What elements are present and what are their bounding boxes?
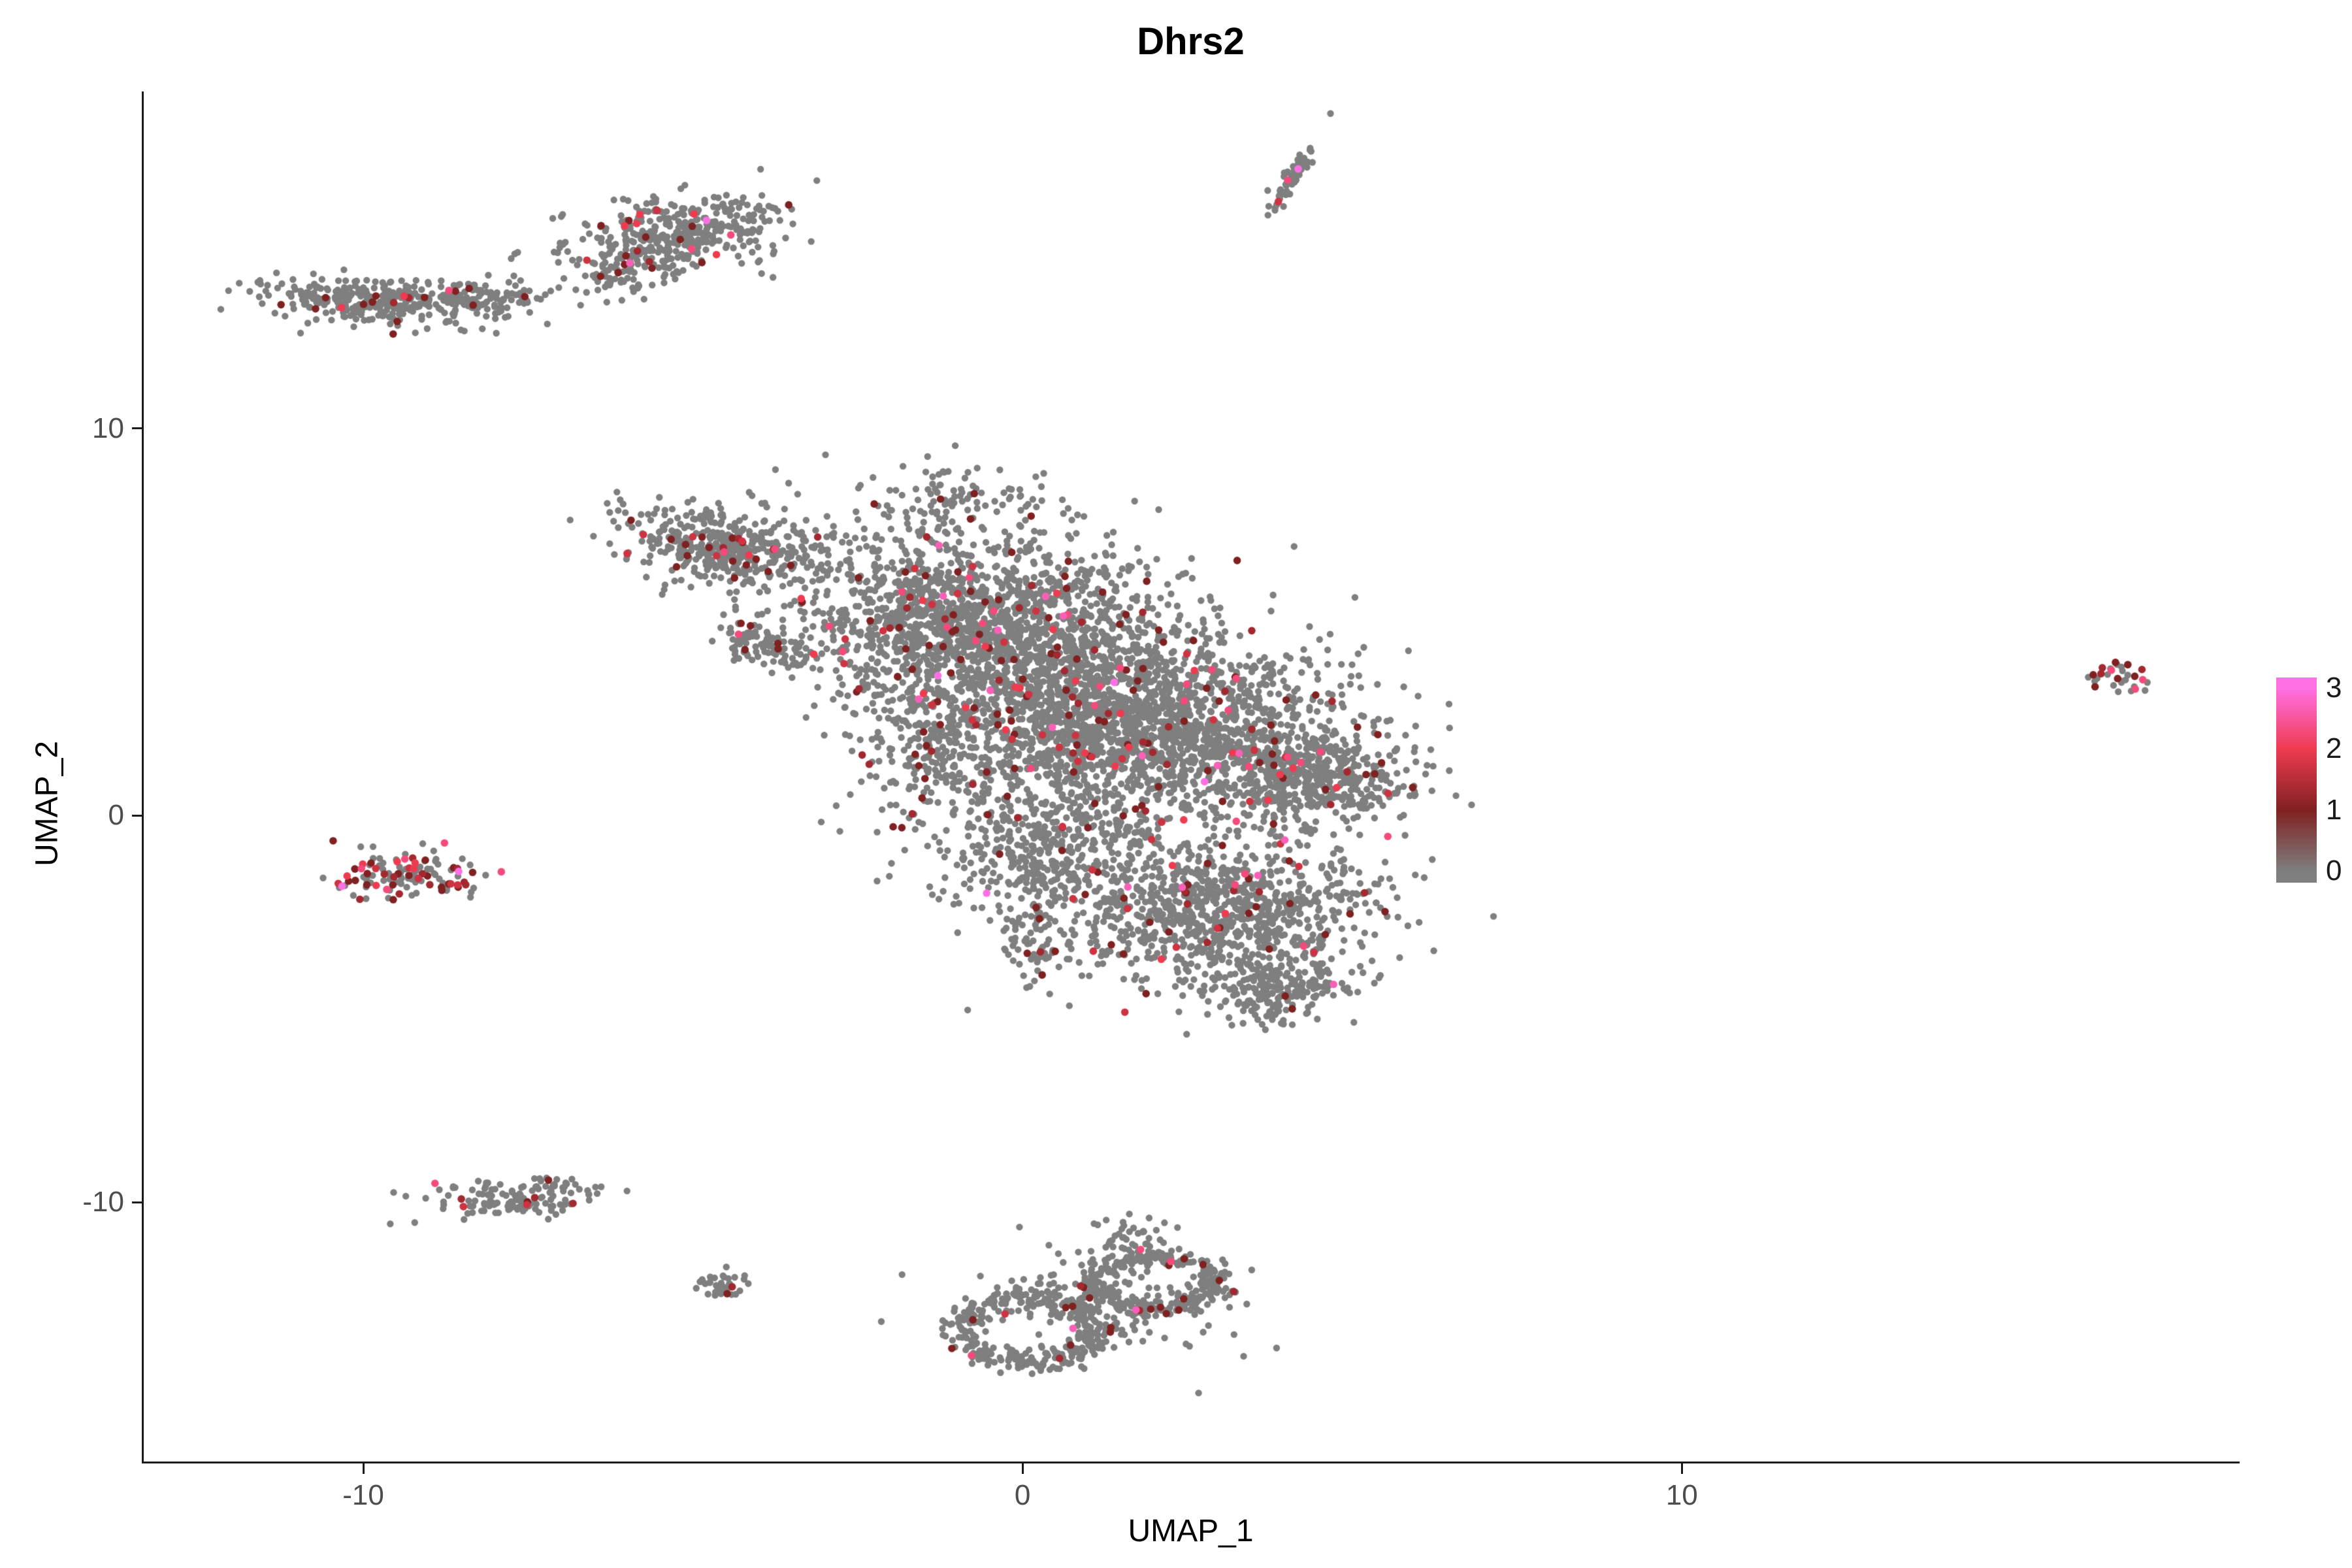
plot-title: Dhrs2 [1137, 20, 1245, 63]
x-tick-label: 10 [1665, 1479, 1698, 1511]
colorbar-tick-label: 2 [2326, 732, 2342, 765]
x-tick-label: 0 [1014, 1479, 1031, 1511]
x-tick-mark [1021, 1463, 1024, 1474]
y-axis-line [142, 91, 144, 1463]
y-tick-mark [132, 1201, 144, 1203]
x-axis-title: UMAP_1 [1128, 1514, 1254, 1548]
colorbar-tick-label: 3 [2326, 672, 2342, 704]
colorbar-tick-label: 1 [2326, 793, 2342, 826]
y-axis-title: UMAP_2 [29, 740, 65, 867]
y-tick-label: 0 [108, 799, 124, 832]
y-tick-label: -10 [82, 1186, 124, 1218]
x-axis-line [142, 1462, 2240, 1463]
colorbar-gradient [2276, 678, 2317, 883]
y-tick-mark [132, 814, 144, 817]
x-tick-mark [362, 1463, 365, 1474]
y-tick-mark [132, 427, 144, 430]
colorbar-tick-label: 0 [2326, 854, 2342, 887]
x-tick-mark [1680, 1463, 1683, 1474]
y-tick-label: 10 [92, 412, 124, 444]
x-tick-label: -10 [342, 1479, 384, 1511]
